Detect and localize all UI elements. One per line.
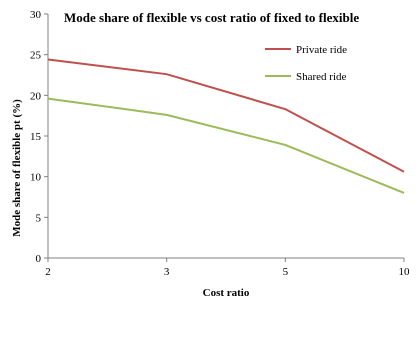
x-axis-label: Cost ratio [203,287,250,299]
x-axis-ticks: 2 3 5 10 [45,258,410,278]
legend-label: Shared ride [296,71,347,83]
y-tick-label: 5 [36,212,42,224]
x-tick-label: 10 [399,266,411,278]
y-axis-ticks: 0 5 10 15 20 25 30 [30,9,48,265]
chart-title: Mode share of flexible vs cost ratio of … [64,10,359,25]
y-tick-label: 0 [36,253,42,265]
series-layer [47,58,405,194]
y-tick-label: 25 [30,50,42,62]
x-tick-label: 2 [45,266,51,278]
y-axis-label: Mode share of flexible pt (%) [11,99,23,237]
series-line-1 [47,58,405,173]
legend-label: Private ride [296,44,347,56]
y-tick-label: 15 [30,131,42,143]
y-tick-label: 30 [30,9,42,21]
x-tick-label: 5 [283,266,289,278]
series-line-2 [47,97,405,194]
x-tick-label: 3 [164,266,170,278]
legend: Private ride Shared ride [265,44,347,83]
y-tick-label: 10 [30,172,42,184]
y-tick-label: 20 [30,90,42,102]
